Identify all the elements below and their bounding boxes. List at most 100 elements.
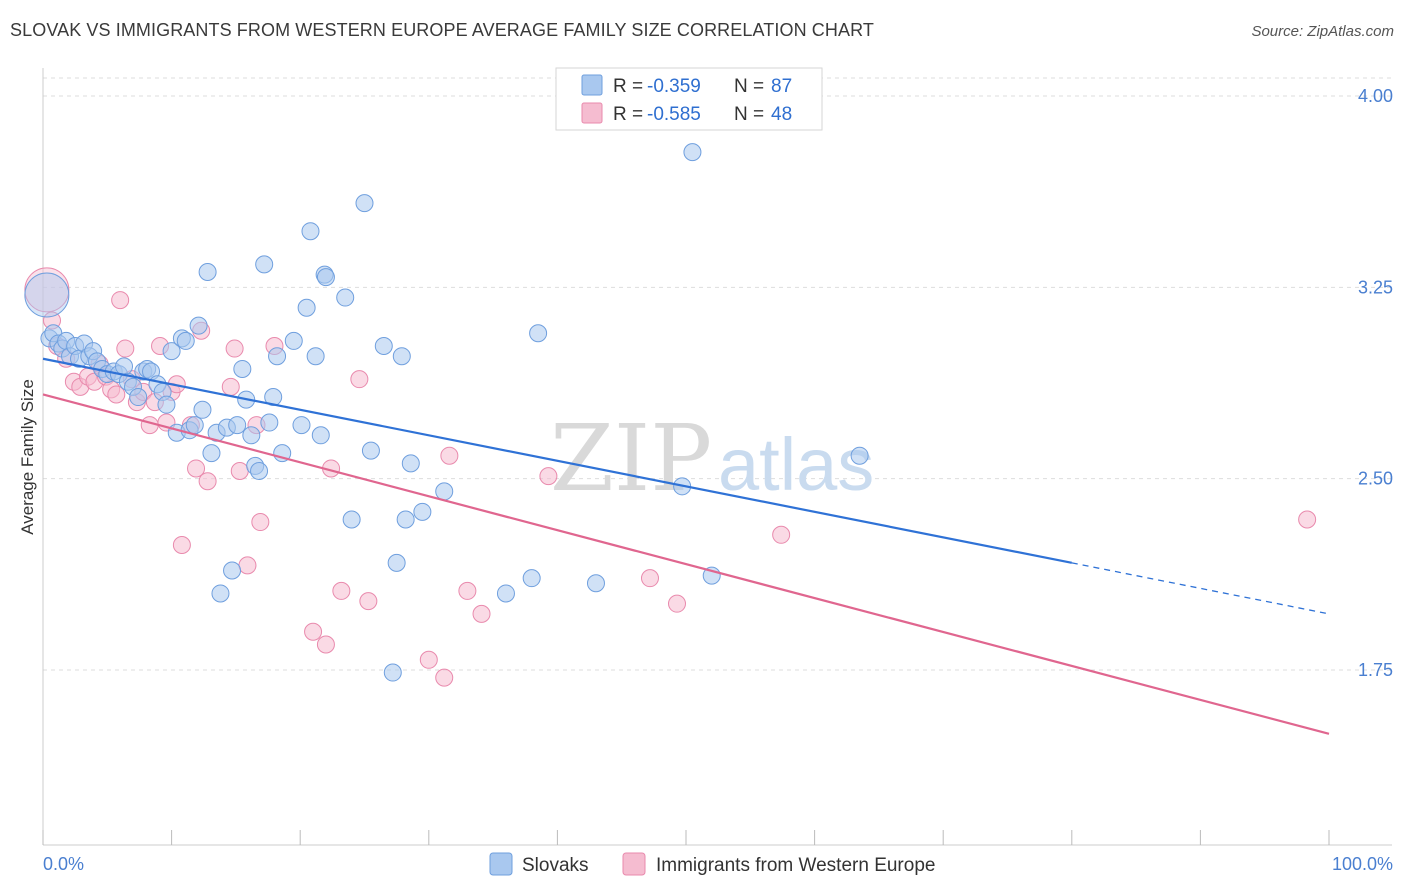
legend-n-value-1: 87 [771, 76, 792, 97]
x-tick-label-1: 100.0% [1332, 854, 1393, 874]
point-slovaks-32 [185, 416, 204, 435]
point-slovaks-38 [211, 584, 230, 603]
point-immigrants-43 [440, 446, 459, 465]
point-immigrants-13 [116, 339, 135, 358]
point-immigrants-39 [350, 370, 369, 389]
point-immigrants-28 [221, 377, 240, 396]
point-immigrants-48 [667, 594, 686, 613]
point-immigrants-40 [359, 592, 378, 611]
legend-r-value-1: -0.359 [647, 76, 701, 97]
point-immigrants-25 [187, 459, 206, 478]
bottom-legend-label-slovaks: Slovaks [522, 855, 589, 876]
point-slovaks-26 [157, 395, 176, 414]
point-slovaks-66 [387, 553, 406, 572]
point-immigrants-46 [539, 467, 558, 486]
point-slovaks-36 [202, 444, 221, 463]
point-slovaks-73 [522, 569, 541, 588]
point-slovaks-77 [683, 143, 702, 162]
point-immigrants-11 [107, 385, 126, 404]
point-slovaks-30 [176, 331, 195, 350]
point-slovaks-20 [129, 388, 148, 407]
point-immigrants-33 [251, 513, 270, 532]
point-immigrants-12 [111, 291, 130, 310]
point-immigrants-45 [472, 604, 491, 623]
point-slovaks-64 [374, 337, 393, 356]
point-slovaks-74 [529, 324, 548, 343]
point-slovaks-48 [260, 413, 279, 432]
point-slovaks-52 [284, 331, 303, 350]
point-immigrants-23 [172, 535, 191, 554]
point-slovaks-44 [242, 426, 261, 445]
bottom-legend: Slovaks Immigrants from Western Europe [489, 852, 935, 876]
point-slovaks-56 [306, 347, 325, 366]
point-slovaks-55 [301, 222, 320, 241]
legend-r-label-1: R = [613, 76, 643, 97]
point-immigrants-38 [332, 581, 351, 600]
point-slovaks-70 [413, 502, 432, 521]
point-slovaks-59 [316, 268, 335, 287]
legend-n-label-2: N = [734, 104, 764, 125]
point-slovaks-57 [311, 426, 330, 445]
point-immigrants-35 [304, 622, 323, 641]
point-immigrants-50 [1298, 510, 1317, 529]
point-slovaks-53 [292, 416, 311, 435]
point-slovaks-60 [336, 288, 355, 307]
point-slovaks-40 [223, 561, 242, 580]
point-slovaks-41 [228, 416, 247, 435]
point-slovaks-27 [162, 342, 181, 361]
point-slovaks-34 [193, 400, 212, 419]
trend-line-slovaks [42, 357, 1073, 564]
point-slovaks-67 [392, 347, 411, 366]
point-immigrants-36 [316, 635, 335, 654]
y-tick-label-2: 3.25 [1358, 277, 1393, 297]
point-immigrants-49 [772, 525, 791, 544]
legend-r-value-2: -0.585 [647, 104, 701, 125]
point-immigrants-41 [419, 650, 438, 669]
point-slovaks-72 [496, 584, 515, 603]
point-slovaks-35 [198, 263, 217, 282]
point-slovaks-33 [189, 316, 208, 335]
legend-n-value-2: 48 [771, 104, 792, 125]
y-tick-label-0: 1.75 [1358, 660, 1393, 680]
trend-layer [42, 357, 1330, 735]
tick-layer: 1.75 2.50 3.25 4.00 0.0% 100.0% [42, 86, 1393, 874]
legend-swatch-slovaks [581, 74, 603, 96]
point-immigrants-27 [198, 472, 217, 491]
point-immigrants-31 [238, 556, 257, 575]
x-tick-label-0: 0.0% [43, 854, 84, 874]
point-slovaks-68 [396, 510, 415, 529]
legend-swatch-immigrants [581, 102, 603, 124]
y-tick-label-3: 4.00 [1358, 86, 1393, 106]
axis-layer [42, 68, 1392, 846]
bottom-legend-swatch-slovaks [489, 852, 513, 876]
point-slovaks-46 [250, 462, 269, 481]
point-slovaks-47 [255, 255, 274, 274]
point-immigrants-0 [24, 267, 70, 313]
point-immigrants-44 [458, 581, 477, 600]
chart-title: SLOVAK VS IMMIGRANTS FROM WESTERN EUROPE… [10, 20, 874, 40]
point-slovaks-65 [383, 663, 402, 682]
point-slovaks-63 [361, 441, 380, 460]
point-slovaks-54 [297, 298, 316, 317]
points-layer [24, 143, 1317, 687]
point-immigrants-29 [225, 339, 244, 358]
top-legend: R = -0.359 N = 87 R = -0.585 N = 48 [555, 67, 823, 131]
point-slovaks-61 [342, 510, 361, 529]
point-immigrants-47 [640, 569, 659, 588]
point-immigrants-42 [435, 668, 454, 687]
watermark-zip: ZIP [550, 405, 712, 512]
point-slovaks-17 [115, 357, 134, 376]
bottom-legend-swatch-immigrants [622, 852, 646, 876]
y-tick-label-1: 2.50 [1358, 469, 1393, 489]
point-slovaks-69 [401, 454, 420, 473]
source-credit: Source: ZipAtlas.com [1251, 23, 1394, 40]
trend-line-immigrants [42, 393, 1330, 735]
point-slovaks-62 [355, 194, 374, 213]
point-slovaks-50 [268, 347, 287, 366]
point-slovaks-42 [233, 359, 252, 378]
point-immigrants-30 [230, 462, 249, 481]
point-slovaks-71 [435, 482, 454, 501]
legend-r-label-2: R = [613, 104, 643, 125]
bottom-legend-label-immigrants: Immigrants from Western Europe [656, 855, 935, 876]
